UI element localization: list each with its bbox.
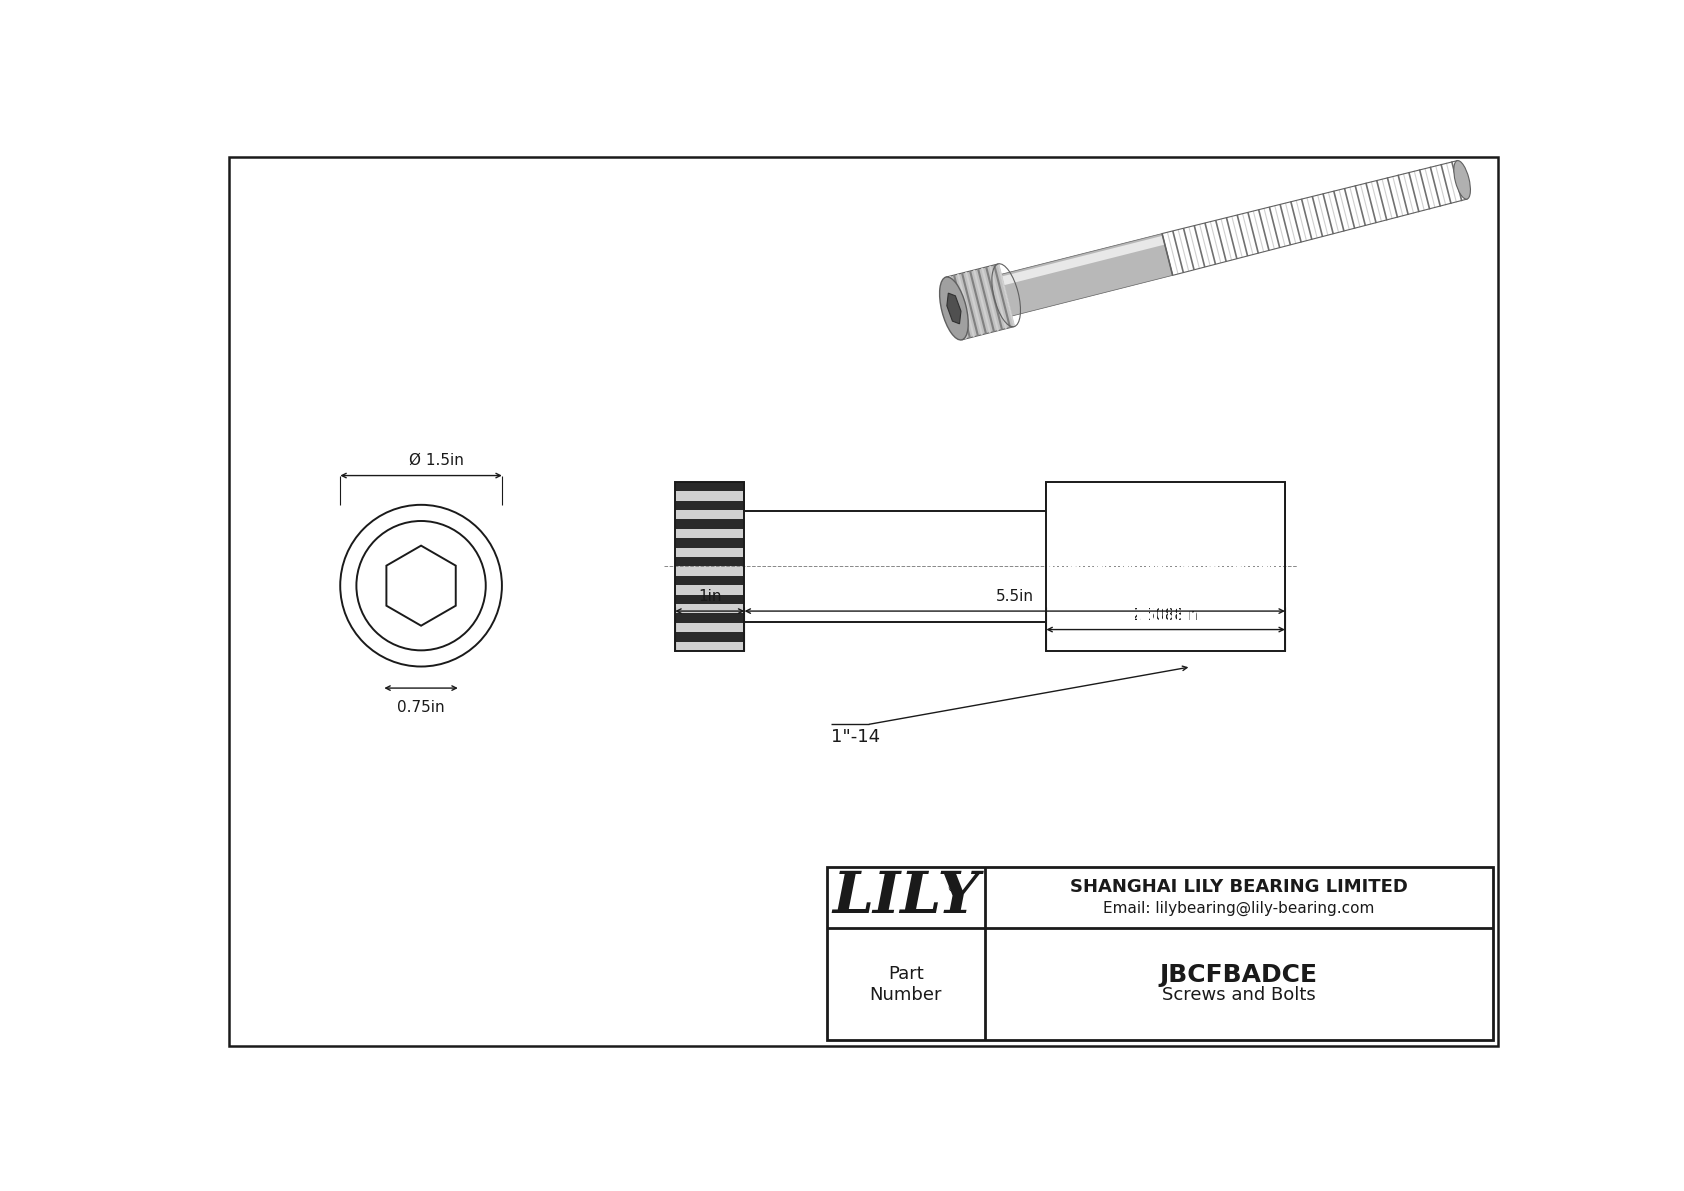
Bar (1263, 481, 1266, 651)
Text: Ø 1.5in: Ø 1.5in (409, 453, 463, 468)
Bar (1147, 481, 1148, 651)
Bar (1276, 481, 1278, 651)
Text: 5.5in: 5.5in (995, 590, 1034, 604)
Bar (1224, 481, 1226, 651)
Bar (1216, 481, 1218, 651)
Bar (1207, 481, 1209, 651)
Bar (1280, 481, 1283, 651)
Bar (827, 867, 1494, 1040)
Bar (1202, 481, 1206, 651)
Bar (1268, 481, 1270, 651)
Bar (1180, 481, 1184, 651)
Bar (1068, 481, 1071, 651)
Text: 2.5088in: 2.5088in (1132, 607, 1199, 623)
Bar (1116, 481, 1118, 651)
Bar (1095, 481, 1096, 651)
Bar (1189, 481, 1192, 651)
Bar (1046, 481, 1049, 651)
Bar (1159, 481, 1162, 651)
Bar (1167, 481, 1170, 651)
Bar (1086, 481, 1088, 651)
Text: Part
Number: Part Number (869, 965, 941, 1004)
Bar (675, 510, 744, 519)
Bar (1090, 481, 1093, 651)
Bar (1051, 481, 1052, 651)
Text: SHANGHAI LILY BEARING LIMITED: SHANGHAI LILY BEARING LIMITED (1069, 878, 1408, 896)
Bar (1120, 481, 1123, 651)
Bar (1142, 481, 1143, 651)
Bar (1233, 481, 1236, 651)
Bar (1271, 481, 1275, 651)
Bar (675, 613, 744, 623)
Bar (1194, 481, 1196, 651)
Text: JBCFBADCE: JBCFBADCE (1160, 962, 1319, 987)
Bar (1103, 481, 1105, 651)
Bar (1064, 481, 1066, 651)
Bar (1137, 481, 1140, 651)
Bar (1054, 481, 1058, 651)
Bar (1059, 481, 1061, 651)
Polygon shape (1000, 233, 1172, 316)
Bar (1155, 481, 1157, 651)
Bar (675, 491, 744, 500)
Ellipse shape (940, 278, 968, 339)
Text: 0.75in: 0.75in (397, 700, 445, 716)
Bar (675, 623, 744, 632)
Bar (1246, 481, 1248, 651)
Polygon shape (946, 293, 962, 324)
Ellipse shape (1453, 161, 1470, 199)
Bar (1250, 481, 1253, 651)
Text: Screws and Bolts: Screws and Bolts (1162, 986, 1315, 1004)
Bar (675, 557, 744, 567)
Bar (675, 548, 744, 557)
Bar (675, 642, 744, 651)
Bar (1046, 481, 1285, 651)
Bar (1211, 481, 1214, 651)
Bar (1081, 481, 1083, 651)
Bar (675, 529, 744, 538)
Bar (675, 632, 744, 642)
Bar (1229, 481, 1231, 651)
Bar (1125, 481, 1127, 651)
Text: 1in: 1in (699, 590, 721, 604)
Bar (1177, 481, 1179, 651)
Bar (1106, 481, 1110, 651)
Bar (1073, 481, 1074, 651)
Bar (675, 594, 744, 604)
Bar (675, 604, 744, 613)
Bar (675, 519, 744, 529)
Bar (1255, 481, 1256, 651)
Bar (1260, 481, 1261, 651)
Bar (1219, 481, 1223, 651)
Text: LILY: LILY (832, 869, 980, 925)
Bar (1199, 481, 1201, 651)
Bar (1111, 481, 1113, 651)
Bar (675, 481, 744, 651)
Bar (675, 575, 744, 585)
Bar (675, 585, 744, 594)
Bar (1186, 481, 1187, 651)
Polygon shape (1002, 236, 1165, 286)
Bar (1241, 481, 1244, 651)
Bar (1098, 481, 1101, 651)
Bar (675, 500, 744, 510)
Bar (675, 567, 744, 575)
Polygon shape (946, 264, 1014, 339)
Bar (1133, 481, 1135, 651)
Bar (1238, 481, 1239, 651)
Bar (1164, 481, 1165, 651)
Bar (1128, 481, 1132, 651)
Bar (1076, 481, 1079, 651)
Bar (675, 481, 744, 491)
Bar (1150, 481, 1154, 651)
Bar (1172, 481, 1174, 651)
Text: Email: lilybearing@lily-bearing.com: Email: lilybearing@lily-bearing.com (1103, 900, 1374, 916)
Bar (675, 538, 744, 548)
Text: 1"-14: 1"-14 (830, 728, 879, 746)
Text: ®: ® (946, 883, 958, 896)
